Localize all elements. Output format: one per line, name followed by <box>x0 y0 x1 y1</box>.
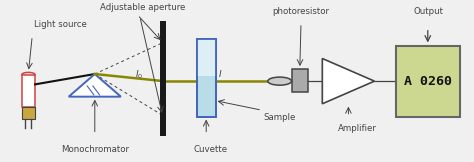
Bar <box>197 39 216 117</box>
Polygon shape <box>69 74 121 97</box>
Bar <box>22 107 35 119</box>
Text: Output: Output <box>414 7 444 16</box>
Text: Monochromator: Monochromator <box>61 145 129 154</box>
Text: Cuvette: Cuvette <box>194 145 228 154</box>
Bar <box>197 39 216 117</box>
Text: Adjustable aperture: Adjustable aperture <box>100 3 185 12</box>
Text: photoresistor: photoresistor <box>273 7 329 16</box>
Bar <box>396 46 460 117</box>
Circle shape <box>268 77 292 85</box>
Text: Amplifier: Amplifier <box>338 124 377 133</box>
Text: Sample: Sample <box>263 113 295 122</box>
Text: $I$: $I$ <box>218 68 222 79</box>
Polygon shape <box>322 58 374 104</box>
Text: A 0260: A 0260 <box>404 75 452 88</box>
Text: Light source: Light source <box>34 20 87 29</box>
Bar <box>160 21 166 136</box>
Text: $I_0$: $I_0$ <box>135 68 143 81</box>
Bar <box>197 39 216 76</box>
Bar <box>292 69 308 92</box>
Bar <box>22 75 35 107</box>
